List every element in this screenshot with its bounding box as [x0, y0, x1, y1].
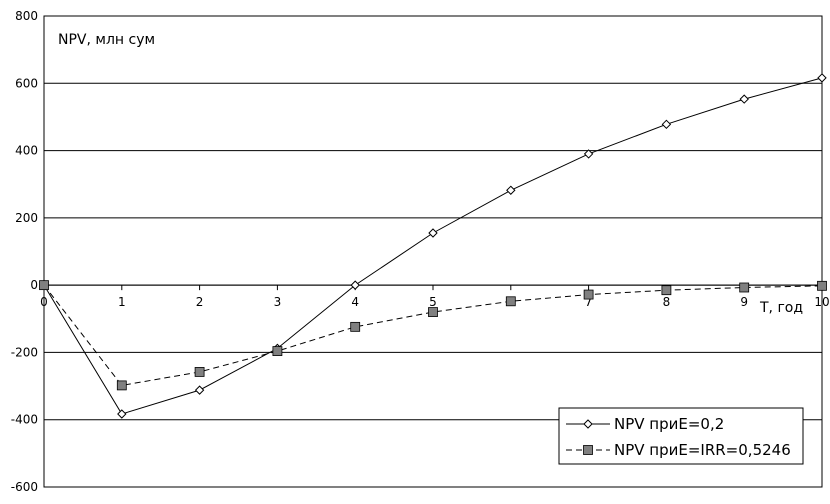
plot-frame: [43, 15, 823, 488]
x-tick-label: 10: [814, 295, 829, 309]
x-tick-label: 2: [196, 295, 204, 309]
diamond-marker: [739, 94, 749, 104]
legend-items: NPV приE=0,2 NPV приE=IRR=0,5246: [566, 415, 791, 459]
x-tick-label: 3: [274, 295, 282, 309]
square-marker: [505, 296, 516, 307]
diamond-marker: [194, 385, 205, 395]
y-tick-label: 800: [15, 9, 38, 23]
y-tick-label: 0: [30, 278, 38, 292]
x-tick-label: 1: [118, 295, 126, 309]
diamond-marker: [817, 73, 827, 83]
legend-label: NPV приE=0,2: [614, 415, 724, 433]
series-1: [39, 73, 827, 419]
legend: NPV приE=0,2 NPV приE=IRR=0,5246: [558, 407, 804, 465]
square-marker: [583, 289, 594, 300]
x-tick-label: 9: [740, 295, 748, 309]
x-tick-label: 5: [429, 295, 437, 309]
diamond-marker: [506, 185, 516, 195]
series-line: [43, 77, 823, 415]
diamond-marker: [428, 228, 438, 238]
y-tick-label: -200: [11, 345, 38, 359]
x-tick-label: 4: [351, 295, 359, 309]
y-tick-label: 200: [15, 211, 38, 225]
x-axis-title: T, год: [759, 300, 803, 316]
legend-entry: NPV приE=0,2: [566, 415, 724, 433]
square-marker: [583, 445, 593, 455]
y-axis-title: NPV, млн сум: [58, 32, 155, 48]
square-marker: [39, 280, 49, 291]
x-tick-label: 8: [663, 295, 671, 309]
y-tick-label: 600: [15, 76, 38, 90]
square-marker: [817, 280, 827, 291]
legend-entry: NPV приE=IRR=0,5246: [566, 441, 791, 459]
legend-label: NPV приE=IRR=0,5246: [614, 441, 791, 459]
x-tick-label: 7: [585, 295, 593, 309]
square-marker: [116, 380, 127, 391]
legend-box: [558, 407, 804, 465]
square-marker: [350, 321, 361, 332]
series-2: [39, 280, 827, 391]
series-layer: [39, 73, 827, 419]
y-tick-label: -600: [11, 480, 38, 494]
square-marker: [194, 367, 205, 377]
diamond-marker: [583, 419, 593, 429]
square-marker: [428, 307, 438, 317]
square-marker: [661, 285, 672, 296]
diamond-marker: [117, 409, 127, 419]
diamond-marker: [583, 149, 594, 159]
y-tick-label: -400: [11, 413, 38, 427]
diamond-marker: [350, 280, 360, 290]
diamond-marker: [661, 119, 672, 130]
x-tick-label: 0: [40, 295, 48, 309]
square-marker: [272, 346, 283, 356]
square-marker: [739, 282, 750, 293]
y-tick-label: 400: [15, 144, 38, 158]
